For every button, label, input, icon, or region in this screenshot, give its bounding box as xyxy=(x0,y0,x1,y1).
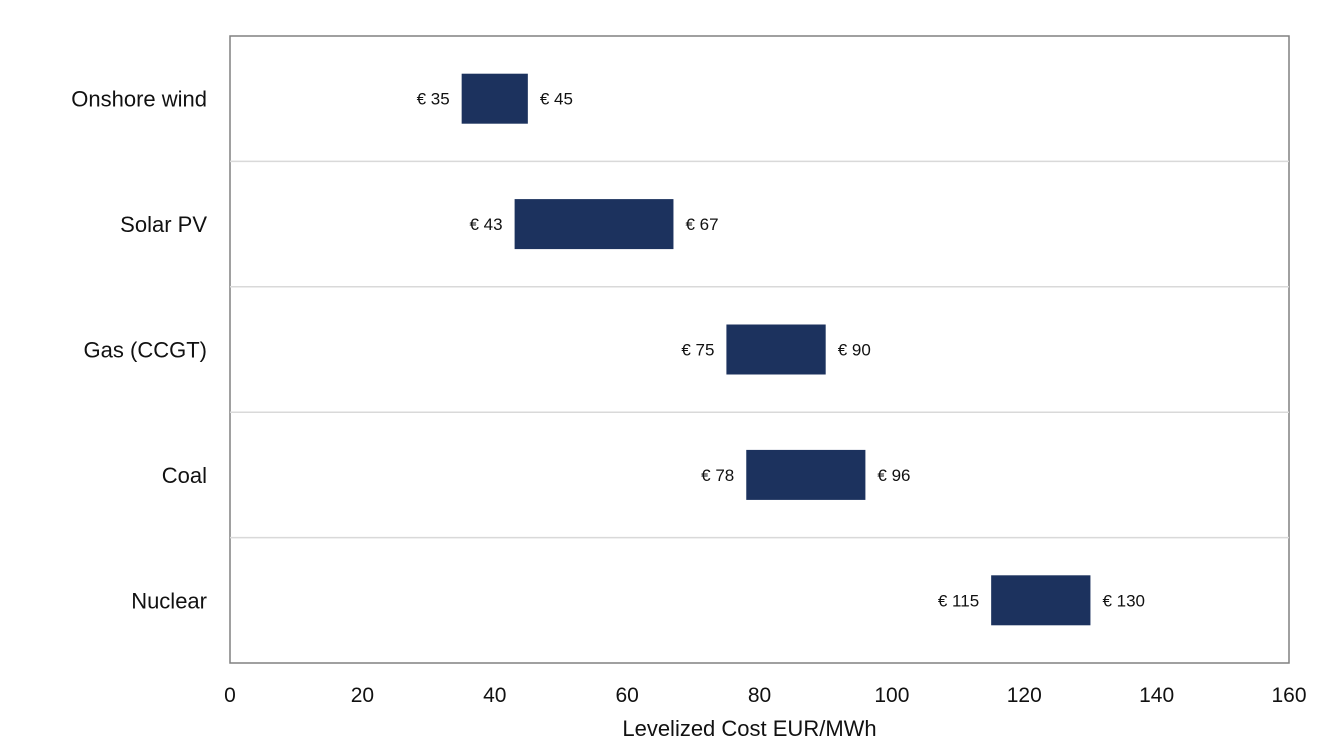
low-value-label: € 115 xyxy=(938,591,979,610)
x-tick-label: 0 xyxy=(224,684,236,707)
x-axis-ticks: 0 20 40 60 80 100 120 140 160 xyxy=(224,684,1306,707)
category-label: Gas (CCGT) xyxy=(84,338,207,363)
x-tick-label: 60 xyxy=(615,684,638,707)
category-label: Coal xyxy=(162,463,207,488)
category-labels: Onshore wind Solar PV Gas (CCGT) Coal Nuclea… xyxy=(71,87,207,614)
high-value-label: € 96 xyxy=(877,466,910,485)
x-tick-label: 80 xyxy=(748,684,771,707)
high-value-label: € 67 xyxy=(685,215,718,234)
x-tick-label: 40 xyxy=(483,684,506,707)
x-axis-title: Levelized Cost EUR/MWh xyxy=(622,716,876,741)
x-tick-label: 100 xyxy=(874,684,909,707)
x-tick-label: 120 xyxy=(1007,684,1042,707)
category-label: Solar PV xyxy=(120,212,207,237)
range-bar xyxy=(746,449,866,500)
category-separators xyxy=(230,160,1289,539)
range-bars xyxy=(461,73,1091,626)
low-value-label: € 78 xyxy=(701,466,734,485)
range-bar xyxy=(514,199,674,250)
high-value-label: € 90 xyxy=(838,341,871,360)
category-label: Nuclear xyxy=(131,588,207,613)
x-tick-label: 160 xyxy=(1271,684,1306,707)
low-value-label: € 75 xyxy=(681,341,714,360)
range-bar xyxy=(991,575,1091,626)
range-bar xyxy=(461,73,528,124)
data-labels: € 35 € 45 € 43 € 67 € 75 € 90 € 78 € 96 € 115 € 1… xyxy=(417,90,1145,611)
x-tick-label: 20 xyxy=(351,684,374,707)
low-value-label: € 35 xyxy=(417,90,450,109)
category-label: Onshore wind xyxy=(71,87,207,112)
x-tick-label: 140 xyxy=(1139,684,1174,707)
range-bar xyxy=(726,324,826,375)
low-value-label: € 43 xyxy=(470,215,503,234)
high-value-label: € 45 xyxy=(540,90,573,109)
high-value-label: € 130 xyxy=(1102,591,1145,610)
